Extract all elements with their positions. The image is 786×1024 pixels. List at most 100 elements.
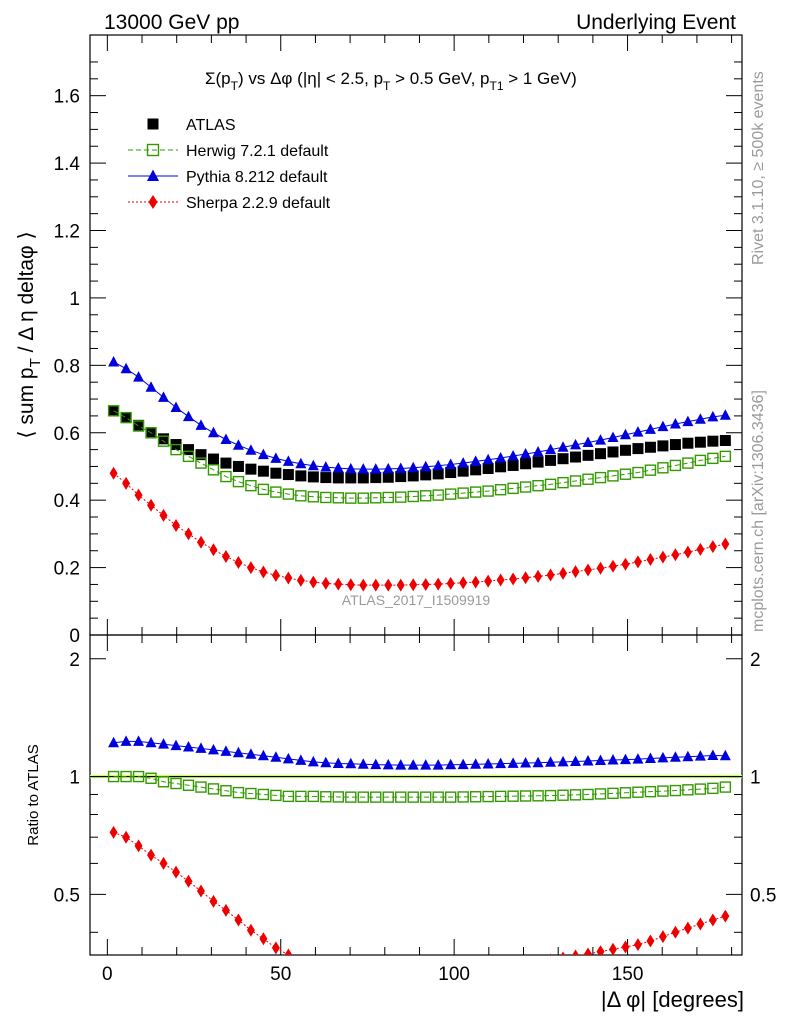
data-point [257,465,269,477]
data-point [482,462,494,474]
data-point [582,436,594,448]
ratio-data-point [220,745,232,756]
data-point [682,437,694,449]
data-point [196,535,205,549]
data-point [671,548,680,562]
data-point [596,561,605,575]
ratio-data-point [132,770,145,783]
ratio-data-point [632,753,644,764]
ratio-data-point [196,884,205,898]
svg-text:Ratio to ATLAS: Ratio to ATLAS [25,744,42,845]
x-axis: 0 50 100 150 [102,35,733,985]
data-point [496,573,505,587]
data-point [296,573,305,587]
data-point [182,444,194,456]
ratio-data-point [159,856,168,870]
data-point [608,559,617,573]
data-point [332,462,344,473]
data-point [382,471,394,483]
ratio-data-point [220,785,232,797]
ratio-y-tick-label-right: 0.5 [750,885,776,906]
data-point [395,471,407,483]
data-point [259,565,268,579]
ratio-data-point [359,967,367,980]
data-point [532,445,544,457]
ratio-data-point [409,967,417,980]
ratio-data-point [457,791,469,803]
data-point [182,410,194,422]
data-point [432,468,444,480]
data-point [719,409,731,420]
x-tick-label: 100 [438,964,470,985]
data-point [182,450,195,463]
data-point [407,461,419,473]
legend-label: Herwig 7.2.1 default [186,143,329,160]
data-point [407,470,419,482]
main-y-tick-label: 0.8 [54,356,80,377]
main-y-tick-label: 0.6 [54,424,80,445]
data-point [195,419,207,430]
data-point [320,461,332,472]
main-y-tick-label: 0 [69,626,80,647]
ratio-data-point [120,770,132,783]
data-point [346,578,355,592]
legend-label: ATLAS [186,117,236,134]
data-point [257,483,270,496]
ratio-series-herwig [107,770,732,803]
rivet-version-label: Rivet 3.1.10, ≥ 500k events [750,71,767,265]
ratio-data-point [234,913,243,927]
ratio-data-point [284,948,293,955]
ratio-data-point [107,770,120,783]
data-point [434,577,443,591]
ratio-data-point [509,960,517,973]
data-point [220,470,232,483]
ratio-data-point [532,756,544,768]
data-point [457,457,469,468]
data-point [507,482,519,495]
x-axis-label: |Δ φ| [degrees] [601,987,744,1012]
legend-entry-pythia: Pythia 8.212 default [128,169,328,186]
data-point [520,447,532,459]
ratio-data-point [207,783,220,795]
ratio-data-point [657,785,669,797]
data-point [307,471,319,483]
ratio-data-point [422,967,430,980]
data-point [595,434,607,445]
ratio-data-point [209,894,218,908]
ratio-data-point [145,772,157,784]
x-tick-label: 150 [612,964,644,985]
data-point [507,450,519,461]
data-point [282,469,294,481]
data-point [694,436,706,448]
ratio-data-point [507,790,519,802]
data-point [457,487,469,499]
data-point [320,472,332,484]
data-point [694,454,707,467]
data-point [282,488,295,500]
data-point [445,458,457,469]
data-point [307,459,319,471]
data-point [607,470,619,482]
data-point [470,455,482,466]
data-point [407,490,419,503]
ratio-data-point [133,735,145,746]
ratio-data-point [195,742,207,753]
ratio-data-point [232,786,245,799]
data-point [557,453,569,465]
ratio-data-point [334,965,342,978]
ratio-data-point [534,955,542,968]
data-point [420,469,432,481]
data-point [682,457,694,469]
ratio-data-point [432,759,444,770]
data-point [582,449,594,461]
main-y-tick-label: 1 [69,289,80,310]
ratio-data-point [457,758,469,770]
data-point [595,448,607,460]
ratio-data-point [407,791,419,803]
ratio-data-point [683,921,692,935]
data-point [669,439,681,451]
main-panel-title: Σ(pT) vs Δφ (|η| < 2.5, pT > 0.5 GeV, pT… [205,69,577,93]
ratio-data-point [108,736,120,748]
data-point [232,475,245,488]
ratio-data-point [494,790,507,803]
